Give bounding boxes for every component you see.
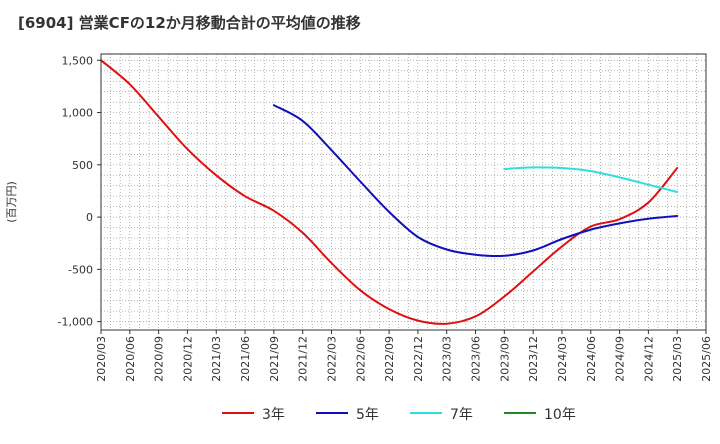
legend-label: 5年	[356, 407, 379, 423]
x-tick-label: 2021/09	[268, 336, 281, 382]
x-tick-label: 2025/06	[700, 336, 713, 382]
legend-label: 7年	[450, 407, 473, 423]
x-tick-label: 2022/12	[412, 336, 425, 382]
x-tick-label: 2021/03	[210, 336, 223, 382]
y-tick-label: -500	[68, 263, 93, 276]
x-tick-label: 2020/06	[124, 336, 137, 382]
y-tick-label: 1,500	[62, 54, 94, 67]
y-axis-label: (百万円)	[5, 181, 18, 223]
x-tick-label: 2024/09	[614, 336, 627, 382]
x-tick-label: 2023/06	[470, 336, 483, 382]
x-tick-label: 2024/06	[585, 336, 598, 382]
y-tick-label: 0	[86, 211, 93, 224]
x-tick-label: 2020/09	[153, 336, 166, 382]
legend-label: 3年	[262, 407, 285, 423]
x-axis-ticks: 2020/03 2020/06 2020/09 2020/12 2021/03 2021/…	[95, 330, 713, 382]
x-tick-label: 2023/03	[441, 336, 454, 382]
y-axis-ticks: -1,000 -500 0 500 1,000 1,500	[58, 54, 101, 329]
series-line-2	[503, 166, 679, 193]
x-tick-label: 2025/03	[671, 336, 684, 382]
x-tick-label: 2020/12	[181, 336, 194, 382]
legend: 3年 5年 7年 10年	[222, 407, 576, 423]
x-tick-label: 2021/06	[239, 336, 252, 382]
x-tick-label: 2023/12	[527, 336, 540, 382]
series-lines	[100, 59, 679, 325]
plot-frame	[100, 53, 707, 331]
x-tick-label: 2020/03	[95, 336, 108, 382]
x-tick-label: 2022/09	[383, 336, 396, 382]
series-line-1	[272, 104, 679, 258]
x-tick-label: 2021/12	[297, 336, 310, 382]
x-tick-label: 2022/06	[354, 336, 367, 382]
chart-title: [6904] 営業CFの12か月移動合計の平均値の推移	[18, 14, 361, 32]
x-tick-label: 2024/12	[642, 336, 655, 382]
grid	[100, 54, 707, 330]
x-tick-label: 2022/03	[325, 336, 338, 382]
y-tick-label: 500	[72, 159, 93, 172]
x-tick-label: 2024/03	[556, 336, 569, 382]
y-tick-label: -1,000	[58, 316, 93, 329]
y-tick-label: 1,000	[62, 107, 94, 120]
x-tick-label: 2023/09	[498, 336, 511, 382]
legend-label: 10年	[544, 407, 576, 423]
